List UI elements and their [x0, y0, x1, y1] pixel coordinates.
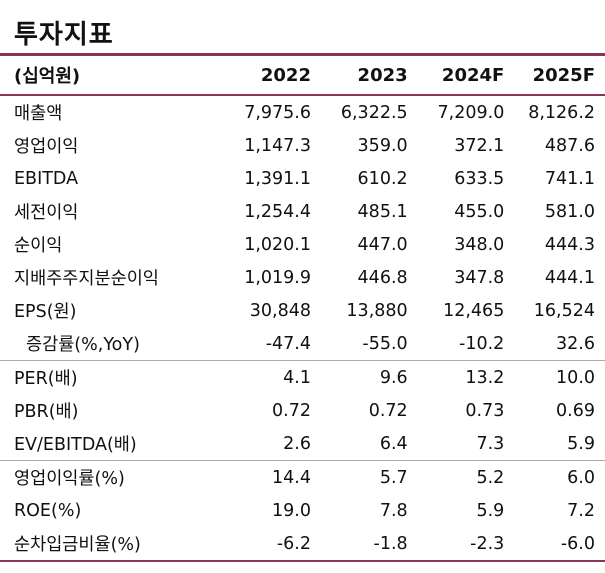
value-cell: 32.6 [556, 333, 595, 354]
row-label: EBITDA [14, 168, 79, 189]
value-cell: 7,209.0 [437, 102, 505, 123]
header-year-2025f: 2025F [532, 64, 596, 86]
table-row: 순이익 1,020.1 447.0 348.0 444.3 [0, 228, 605, 261]
table-row: 지배주주지분순이익 1,019.9 446.8 347.8 444.1 [0, 261, 605, 294]
value-cell: 0.72 [272, 400, 311, 421]
value-cell: 359.0 [357, 135, 408, 156]
value-cell: -2.3 [470, 533, 505, 554]
table-row: 세전이익 1,254.4 485.1 455.0 581.0 [0, 195, 605, 228]
value-cell: 5.7 [379, 467, 408, 488]
header-year-2024f: 2024F [441, 64, 505, 86]
row-label: 영업이익률(%) [14, 469, 125, 489]
value-cell: 5.2 [476, 467, 505, 488]
table-row: ROE(%) 19.0 7.8 5.9 7.2 [0, 494, 605, 527]
value-cell: 487.6 [544, 135, 596, 156]
row-label: PER(배) [14, 369, 78, 389]
value-cell: 741.1 [544, 168, 596, 189]
value-cell: 444.1 [544, 267, 596, 288]
value-cell: 10.0 [556, 367, 596, 388]
row-label: ROE(%) [14, 500, 82, 521]
value-cell: 19.0 [272, 500, 311, 521]
value-cell: 0.73 [465, 400, 505, 421]
table-row: EBITDA 1,391.1 610.2 633.5 741.1 [0, 162, 605, 195]
value-cell: 5.9 [567, 433, 596, 454]
table-row: 순차입금비율(%) -6.2 -1.8 -2.3 -6.0 [0, 527, 605, 560]
value-cell: 5.9 [476, 500, 505, 521]
value-cell: 4.1 [283, 367, 311, 388]
value-cell: 0.72 [368, 400, 408, 421]
value-cell: 633.5 [454, 168, 505, 189]
row-label: 매출액 [14, 104, 63, 124]
value-cell: 6,322.5 [340, 102, 408, 123]
table-row: 매출액 7,975.6 6,322.5 7,209.0 8,126.2 [0, 96, 605, 129]
value-cell: 9.6 [379, 367, 408, 388]
header-year-2022: 2022 [260, 64, 311, 86]
row-label: EPS(원) [14, 302, 77, 322]
value-cell: 6.0 [567, 467, 596, 488]
value-cell: 372.1 [454, 135, 505, 156]
row-label: EV/EBITDA(배) [14, 435, 137, 455]
value-cell: 1,391.1 [244, 168, 311, 189]
header-year-2023: 2023 [357, 64, 408, 86]
value-cell: 348.0 [454, 234, 505, 255]
row-label: PBR(배) [14, 402, 79, 422]
table-row: EV/EBITDA(배) 2.6 6.4 7.3 5.9 [0, 427, 605, 461]
value-cell: 1,254.4 [244, 201, 311, 222]
value-cell: 12,465 [443, 300, 505, 321]
value-cell: 610.2 [357, 168, 408, 189]
row-label: 지배주주지분순이익 [14, 269, 159, 289]
value-cell: 30,848 [249, 300, 311, 321]
value-cell: 581.0 [544, 201, 596, 222]
investment-indicators-table: (십억원) 2022 2023 2024F 2025F 매출액 7,975.6 … [0, 53, 605, 562]
value-cell: 16,524 [533, 300, 596, 321]
value-cell: 7.2 [567, 500, 596, 521]
value-cell: -6.2 [276, 533, 311, 554]
value-cell: 485.1 [357, 201, 408, 222]
value-cell: -6.0 [560, 533, 596, 554]
value-cell: 0.69 [556, 400, 596, 421]
value-cell: 13.2 [465, 367, 505, 388]
table-row: PBR(배) 0.72 0.72 0.73 0.69 [0, 394, 605, 427]
header-unit-label: (십억원) [14, 66, 81, 87]
value-cell: 6.4 [379, 433, 408, 454]
row-label: 영업이익 [14, 137, 79, 157]
row-label: 순이익 [14, 236, 63, 256]
value-cell: -55.0 [362, 333, 408, 354]
value-cell: 446.8 [357, 267, 408, 288]
row-label: 순차입금비율(%) [14, 535, 141, 555]
value-cell: 455.0 [454, 201, 505, 222]
table-row: 영업이익률(%) 14.4 5.7 5.2 6.0 [0, 461, 605, 494]
value-cell: 447.0 [357, 234, 408, 255]
value-cell: 1,019.9 [244, 267, 311, 288]
value-cell: 7,975.6 [244, 102, 311, 123]
row-label: 증감률(%,YoY) [26, 335, 140, 355]
table-header-row: (십억원) 2022 2023 2024F 2025F [0, 56, 605, 96]
value-cell: 2.6 [283, 433, 311, 454]
value-cell: 8,126.2 [528, 102, 596, 123]
value-cell: -1.8 [373, 533, 408, 554]
value-cell: -47.4 [265, 333, 311, 354]
table-row: EPS(원) 30,848 13,880 12,465 16,524 [0, 294, 605, 327]
value-cell: 7.8 [379, 500, 408, 521]
table-row: PER(배) 4.1 9.6 13.2 10.0 [0, 361, 605, 394]
row-label: 세전이익 [14, 203, 79, 223]
value-cell: 14.4 [272, 467, 311, 488]
value-cell: 1,147.3 [244, 135, 311, 156]
value-cell: -10.2 [459, 333, 505, 354]
page-title: 투자지표 [14, 20, 114, 50]
value-cell: 444.3 [544, 234, 596, 255]
value-cell: 13,880 [346, 300, 408, 321]
value-cell: 1,020.1 [244, 234, 311, 255]
value-cell: 347.8 [454, 267, 505, 288]
investment-indicators-frame: (십억원) 2022 2023 2024F 2025F 매출액 7,975.6 … [0, 53, 605, 562]
table-row: 영업이익 1,147.3 359.0 372.1 487.6 [0, 129, 605, 162]
table-row: 증감률(%,YoY) -47.4 -55.0 -10.2 32.6 [0, 327, 605, 361]
value-cell: 7.3 [476, 433, 505, 454]
